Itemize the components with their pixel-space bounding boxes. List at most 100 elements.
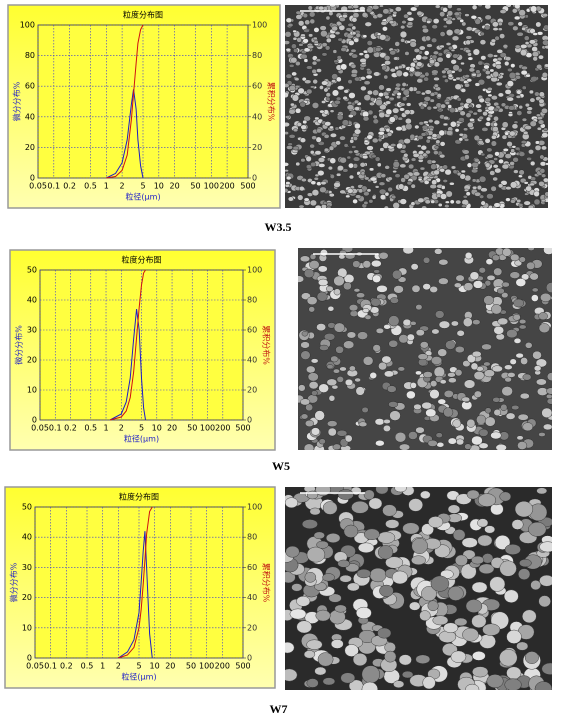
particle: [333, 181, 341, 188]
particle: [442, 24, 448, 29]
y-tick-label: 0: [32, 416, 37, 425]
particle: [351, 25, 357, 31]
particle: [421, 586, 437, 602]
particle: [345, 27, 352, 32]
particle: [382, 26, 388, 32]
particle: [336, 76, 342, 83]
particle: [471, 168, 479, 174]
particle: [434, 145, 440, 150]
particle: [492, 71, 499, 78]
particle: [316, 128, 322, 134]
particle: [297, 87, 305, 95]
particle: [411, 555, 426, 565]
particle: [309, 18, 316, 25]
particle: [307, 372, 319, 382]
particle: [426, 43, 433, 48]
particle: [456, 7, 462, 12]
particle: [447, 372, 456, 378]
particle: [544, 191, 548, 197]
particle: [355, 606, 372, 619]
particle: [371, 195, 377, 200]
particle: [300, 124, 307, 130]
particle: [378, 251, 389, 260]
particle: [285, 497, 299, 509]
particle: [310, 161, 317, 167]
x-tick-label: 500: [235, 662, 250, 671]
particle: [509, 130, 516, 137]
particle: [336, 172, 342, 177]
particle: [381, 355, 392, 364]
particle: [313, 531, 325, 540]
particle: [336, 55, 342, 60]
particle: [453, 11, 461, 17]
particle: [434, 5, 441, 9]
particle: [526, 110, 533, 115]
particle: [296, 620, 312, 634]
particle: [540, 198, 546, 203]
particle: [454, 346, 465, 354]
particle: [505, 412, 516, 420]
particle: [300, 398, 311, 406]
particle: [498, 183, 504, 189]
particle: [493, 408, 502, 416]
particle: [319, 344, 329, 351]
particle: [442, 7, 448, 13]
particle: [509, 358, 517, 365]
particle: [353, 37, 360, 43]
particle: [475, 69, 481, 75]
particle: [306, 65, 313, 70]
particle: [337, 85, 345, 91]
x-tick-label: 0.05: [29, 182, 47, 191]
particle: [437, 398, 446, 405]
particle: [499, 9, 507, 14]
particle: [484, 97, 491, 103]
particle: [471, 161, 479, 168]
particle: [391, 195, 397, 200]
particle: [316, 323, 326, 332]
particle: [417, 177, 423, 182]
particle: [325, 15, 331, 21]
particle: [493, 107, 499, 112]
particle: [394, 173, 401, 179]
particle: [512, 25, 519, 31]
particle: [410, 382, 417, 389]
particle: [477, 493, 497, 507]
particle: [543, 423, 552, 431]
particle: [366, 46, 374, 54]
particle: [491, 365, 503, 373]
particle: [532, 350, 542, 360]
particle: [353, 288, 361, 293]
particle: [309, 199, 317, 207]
particle: [389, 410, 401, 421]
particle: [377, 131, 385, 136]
x-tick-label: 0.2: [64, 424, 77, 433]
particle: [472, 319, 481, 325]
particle: [447, 437, 457, 445]
particle: [429, 127, 434, 132]
particle: [463, 282, 474, 291]
particle: [428, 516, 444, 528]
particle: [345, 194, 351, 198]
particle: [491, 95, 498, 101]
particle: [464, 252, 473, 260]
particle: [289, 84, 296, 92]
particle: [439, 379, 447, 385]
particle: [327, 420, 338, 427]
particle: [538, 323, 550, 333]
particle: [455, 554, 468, 567]
particle: [504, 376, 512, 383]
x-tick-label: 10: [154, 182, 164, 191]
particle: [352, 5, 360, 9]
particle: [424, 50, 430, 56]
particle: [545, 162, 548, 166]
x-tick-label: 100: [200, 424, 215, 433]
caption: W5: [272, 459, 290, 473]
x-tick-label: 200: [219, 182, 234, 191]
particle: [480, 31, 485, 36]
particle: [452, 64, 460, 72]
x-tick-label: 100: [199, 662, 214, 671]
particle: [372, 118, 379, 125]
particle: [303, 28, 310, 33]
particle: [375, 327, 384, 334]
particle: [455, 274, 465, 282]
